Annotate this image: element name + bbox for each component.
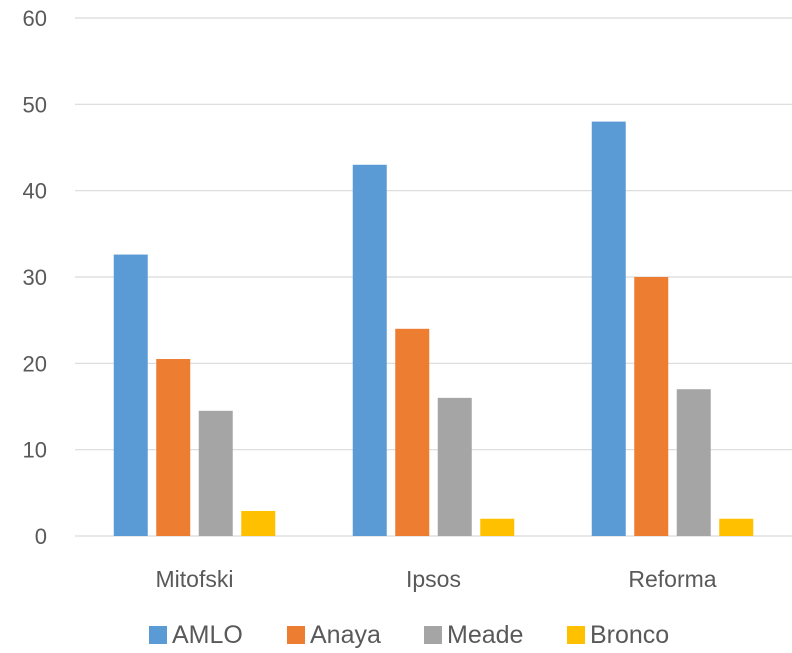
bar-bronco-mitofski	[241, 510, 276, 536]
legend-label: Anaya	[310, 621, 381, 649]
legend-label: Meade	[447, 621, 523, 649]
x-category-label: Reforma	[628, 566, 716, 592]
bar-amlo-reforma	[591, 121, 626, 536]
legend-label: AMLO	[172, 621, 243, 649]
bar-anaya-mitofski	[156, 359, 191, 536]
y-tick-label: 0	[35, 524, 47, 549]
bar-meade-mitofski	[198, 410, 233, 536]
legend-swatch	[149, 626, 167, 644]
bar-amlo-mitofski	[113, 254, 148, 536]
bar-meade-reforma	[676, 389, 711, 536]
x-category-label: Mitofski	[156, 566, 234, 592]
legend-item-amlo: AMLO	[149, 621, 243, 649]
legend-swatch	[287, 626, 305, 644]
y-tick-label: 10	[23, 438, 47, 463]
x-category-label: Ipsos	[406, 566, 461, 592]
legend: AMLO Anaya Meade Bronco	[149, 621, 669, 649]
legend-item-anaya: Anaya	[287, 621, 381, 649]
legend-swatch	[424, 626, 442, 644]
bar-anaya-ipsos	[395, 328, 430, 536]
y-axis-tick-labels: 0 10 20 30 40 50 60	[23, 6, 47, 549]
y-tick-label: 30	[23, 265, 47, 290]
bar-anaya-reforma	[634, 277, 669, 536]
y-tick-label: 50	[23, 92, 47, 117]
legend-item-bronco: Bronco	[567, 621, 669, 649]
gridlines	[75, 17, 792, 537]
bar-meade-ipsos	[437, 397, 472, 536]
bar-amlo-ipsos	[352, 164, 387, 536]
legend-item-meade: Meade	[424, 621, 523, 649]
legend-label: Bronco	[590, 621, 669, 649]
bars	[113, 121, 754, 536]
x-axis-category-labels: Mitofski Ipsos Reforma	[156, 566, 717, 592]
y-tick-label: 40	[23, 179, 47, 204]
bar-bronco-ipsos	[480, 518, 515, 536]
bar-bronco-reforma	[719, 518, 754, 536]
y-tick-label: 20	[23, 351, 47, 376]
y-tick-label: 60	[23, 6, 47, 31]
legend-swatch	[567, 626, 585, 644]
